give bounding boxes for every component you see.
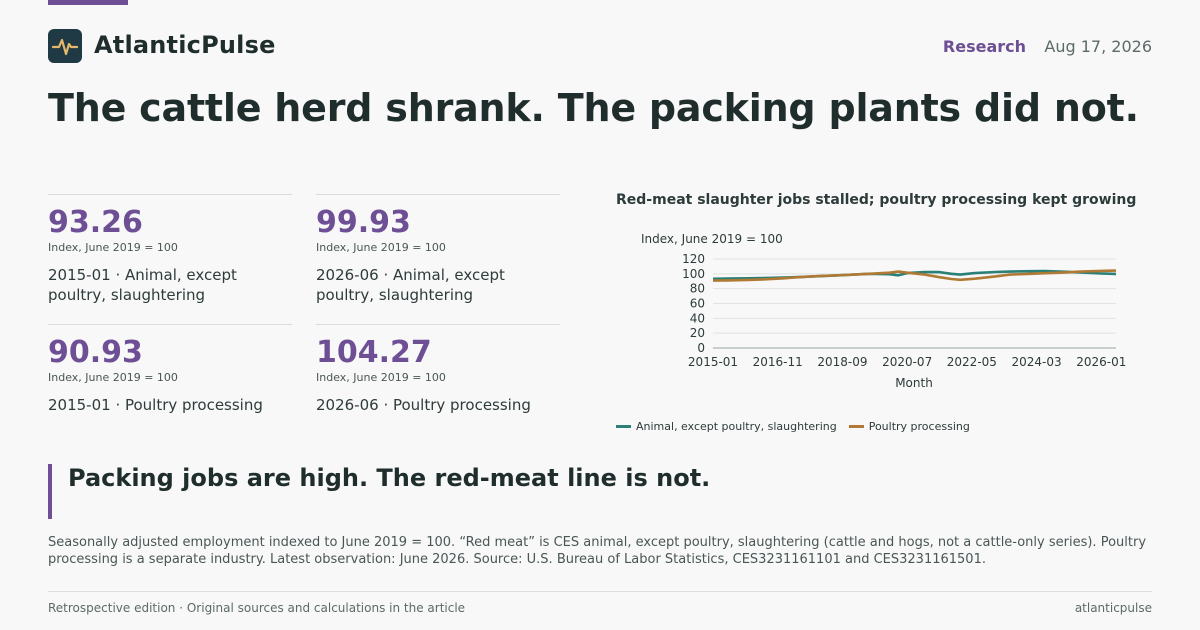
series-line-poultry — [712, 269, 1117, 282]
legend-item: Animal, except poultry, slaughtering — [616, 420, 837, 433]
x-tick-label: 2022-05 — [947, 355, 997, 369]
stat-unit: Index, June 2019 = 100 — [316, 371, 446, 384]
x-tick-label: 2026-01 — [1076, 355, 1126, 369]
x-tick-label: 2024-03 — [1012, 355, 1062, 369]
legend-swatch — [616, 425, 631, 428]
footer-edition: Retrospective edition · Original sources… — [48, 601, 466, 615]
section-link-research[interactable]: Research — [942, 37, 1026, 56]
stat-value: 93.26 — [48, 205, 143, 240]
pull-quote: Packing jobs are high. The red-meat line… — [48, 464, 710, 519]
stat-card: 90.93 Index, June 2019 = 100 2015-01 · P… — [48, 324, 292, 434]
stat-description: 2015-01 · Animal, except poultry, slaugh… — [48, 266, 237, 304]
chart-legend: Animal, except poultry, slaughtering Pou… — [616, 420, 982, 433]
legend-swatch — [848, 425, 864, 428]
stat-card: 104.27 Index, June 2019 = 100 2026-06 · … — [316, 324, 560, 434]
accent-bar — [48, 0, 128, 5]
x-tick-label: 2018-09 — [817, 355, 867, 369]
y-tick-label: 0 — [697, 341, 705, 355]
pulse-icon[interactable] — [48, 29, 82, 63]
x-tick-label: 2016-11 — [753, 355, 803, 369]
footer-divider — [48, 591, 1152, 592]
pull-quote-text: Packing jobs are high. The red-meat line… — [68, 464, 711, 492]
stat-description: 2026-06 · Animal, except poultry, slaugh… — [316, 266, 505, 304]
stat-description: 2026-06 · Poultry processing — [316, 396, 531, 414]
stat-unit: Index, June 2019 = 100 — [316, 241, 446, 254]
stat-description: 2015-01 · Poultry processing — [48, 396, 263, 414]
y-tick-label: 120 — [682, 252, 705, 266]
y-tick-label: 20 — [690, 326, 705, 340]
legend-label: Poultry processing — [868, 420, 970, 433]
legend-item: Poultry processing — [848, 420, 970, 433]
x-tick-label: 2020-07 — [882, 355, 932, 369]
stat-value: 99.93 — [316, 205, 411, 240]
x-axis-label: Month — [895, 376, 933, 390]
stat-card: 93.26 Index, June 2019 = 100 2015-01 · A… — [48, 194, 292, 324]
stat-value: 90.93 — [48, 335, 143, 370]
stat-value: 104.27 — [316, 335, 432, 370]
legend-label: Animal, except poultry, slaughtering — [636, 420, 837, 433]
footer-site-name[interactable]: atlanticpulse — [1074, 601, 1152, 615]
stat-unit: Index, June 2019 = 100 — [48, 241, 178, 254]
chart-note: Seasonally adjusted employment indexed t… — [48, 535, 1147, 567]
stat-unit: Index, June 2019 = 100 — [48, 371, 178, 384]
publish-date: Aug 17, 2026 — [1044, 37, 1152, 56]
y-axis-label: Index, June 2019 = 100 — [641, 232, 783, 246]
page-title: The cattle herd shrank. The packing plan… — [48, 86, 1139, 130]
y-tick-label: 100 — [682, 267, 705, 281]
x-tick-label: 2015-01 — [688, 355, 738, 369]
stat-card: 99.93 Index, June 2019 = 100 2026-06 · A… — [316, 194, 560, 324]
brand-name[interactable]: AtlanticPulse — [94, 31, 276, 59]
chart-title: Red-meat slaughter jobs stalled; poultry… — [616, 192, 1137, 208]
y-tick-label: 80 — [690, 282, 705, 296]
y-tick-label: 60 — [690, 297, 705, 311]
y-tick-label: 40 — [690, 311, 705, 325]
